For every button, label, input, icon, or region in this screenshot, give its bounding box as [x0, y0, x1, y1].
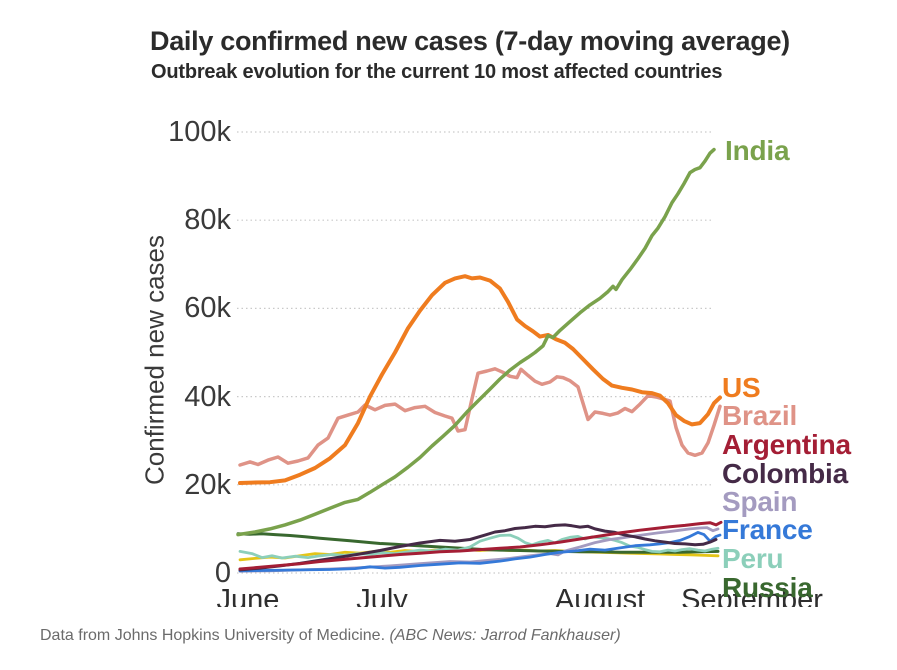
chart-subtitle: Outbreak evolution for the current 10 mo…: [151, 61, 723, 83]
legend-label-colombia: Colombia: [722, 458, 848, 489]
series-line-india: [236, 147, 716, 537]
y-tick-0: 0: [214, 557, 231, 589]
legend-label-us: US: [722, 372, 761, 403]
credit-text: (ABC News: Jarrod Fankhauser): [389, 627, 621, 644]
source-text: Data from Johns Hopkins University of Me…: [40, 627, 390, 644]
x-tick-july: July: [356, 586, 408, 607]
y-tick-100k: 100k: [168, 116, 231, 148]
legend-label-france: France: [722, 514, 813, 545]
legend-label-argentina: Argentina: [722, 429, 851, 460]
legend-label-india: India: [725, 135, 790, 166]
x-tick-june: June: [216, 586, 280, 607]
series-line-argentina: [238, 520, 723, 571]
series-line-peru: [238, 533, 720, 560]
series-line-russia: [236, 532, 720, 554]
legend-label-peru: Peru: [722, 543, 784, 574]
legend-label-spain: Spain: [722, 486, 798, 517]
x-tick-september: September: [681, 586, 823, 607]
legend-label-brazil: Brazil: [722, 400, 798, 431]
x-tick-august: August: [554, 586, 646, 607]
series-line-france: [238, 531, 722, 573]
x-axis-month-labels: June July August September: [0, 586, 897, 607]
source-caption: Data from Johns Hopkins University of Me…: [40, 627, 621, 645]
legend-label-russia: Russia: [722, 572, 813, 603]
y-tick-80k: 80k: [184, 204, 231, 237]
chart-title: Daily confirmed new cases (7-day moving …: [150, 26, 790, 56]
y-tick-60k: 60k: [184, 292, 231, 325]
y-tick-40k: 40k: [184, 380, 231, 413]
series-line-brazil: [238, 367, 722, 467]
series-line-colombia: [238, 523, 718, 572]
y-tick-20k: 20k: [184, 468, 231, 501]
series-line-us: [238, 274, 722, 485]
